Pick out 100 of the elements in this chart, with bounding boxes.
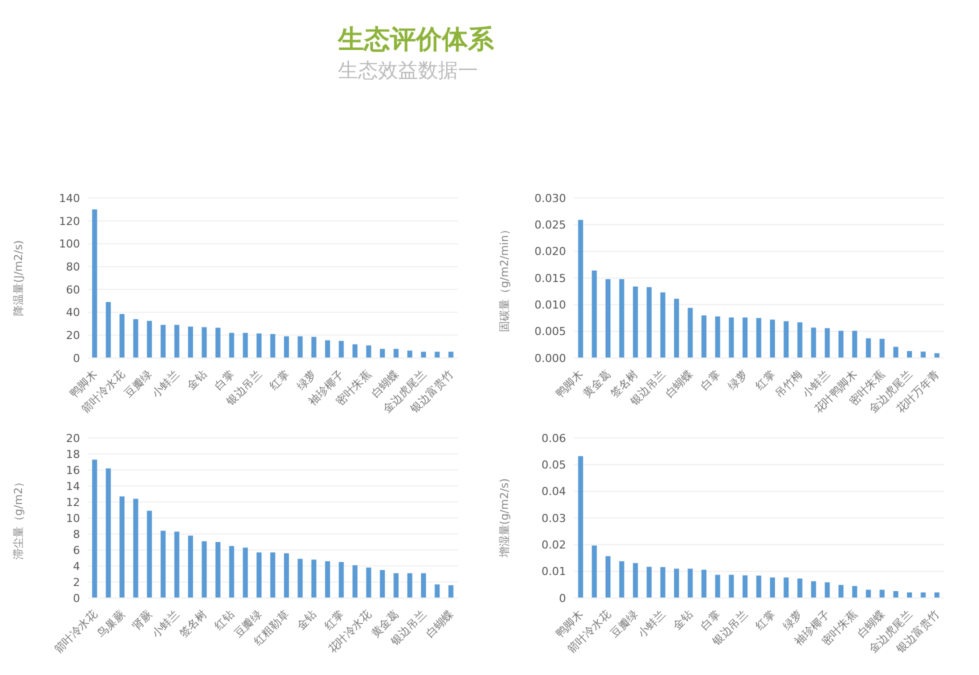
x-tick-label: 金钻 [294,608,320,633]
y-tick-label: 0.06 [542,432,566,445]
bar [852,586,858,598]
bar [811,581,816,598]
bar [352,344,358,358]
bar [448,352,454,358]
y-tick-label: 0.01 [542,565,566,578]
y-tick-label: 0.025 [534,218,566,232]
bar [146,510,152,598]
bar [242,332,248,358]
y-tick-label: 0.010 [534,298,566,312]
y-tick-label: 4 [73,560,80,573]
bar [770,577,775,598]
bar [606,556,611,598]
x-tick-label: 吊竹梅 [772,368,806,400]
y-tick-label: 0.03 [542,512,566,525]
bar [674,568,680,598]
bar [715,574,720,598]
x-tick-label: 红掌 [266,368,292,393]
bar [646,566,652,598]
bar [366,568,372,598]
bar [352,565,358,598]
y-tick-label: 8 [73,528,80,541]
bar [907,351,912,358]
bar [325,561,330,598]
bar [92,209,98,358]
y-tick-label: 0.000 [534,352,566,365]
bar [660,567,666,598]
bar [311,336,316,358]
y-tick-label: 12 [66,496,80,509]
bar [366,345,372,358]
bar [188,326,194,358]
bar [688,308,693,358]
bar [242,548,248,598]
bar [215,328,220,358]
bar [202,541,207,598]
y-tick-label: 10 [66,512,80,525]
bar [380,570,385,598]
bar [298,558,303,598]
bar [824,582,830,598]
x-tick-label: 红掌 [322,608,346,633]
y-tick-label: 0.020 [534,245,566,258]
bar [120,314,125,358]
y-tick-label: 20 [66,432,80,445]
y-tick-label: 0 [73,592,80,605]
bar [106,302,111,358]
bar [298,336,303,358]
bar [674,298,680,358]
bar [133,319,138,358]
bar [434,352,440,358]
bar [592,545,597,598]
bar [880,338,885,358]
bar [578,220,584,358]
bar [824,328,830,358]
bar [270,552,276,598]
chart-title: 生态评价体系 [338,24,494,57]
bar [338,340,344,358]
bar [797,578,802,598]
bar [394,348,399,358]
y-tick-label: 80 [66,260,80,274]
bar [256,552,262,598]
bar [715,316,720,358]
bar [619,279,624,358]
bar [784,577,789,598]
y-axis-title: 固碳量（g/m2/min） [498,224,511,332]
bar [394,573,399,598]
bar [797,322,802,358]
bar [756,318,762,358]
bar [92,460,98,598]
y-tick-label: 0.005 [534,325,566,338]
y-tick-label: 16 [66,464,80,477]
y-tick-label: 18 [66,448,80,461]
bar [106,468,111,598]
bar [338,562,344,598]
bar [632,563,638,598]
bar [578,456,584,598]
y-tick-label: 0 [559,592,566,605]
y-tick-label: 0.05 [542,458,566,472]
bar [120,496,125,598]
bar [188,536,194,598]
bar [632,286,638,358]
bar [160,530,166,598]
y-tick-label: 14 [66,480,80,493]
bar [701,315,706,358]
bar [728,317,734,358]
bar [701,570,706,598]
bar [407,350,412,358]
bar [660,292,666,358]
y-tick-label: 100 [59,238,80,251]
bar [742,575,748,598]
bar [866,590,871,598]
bar [448,585,454,598]
bar [133,498,138,598]
x-tick-label: 白掌 [698,368,723,393]
bar [811,328,816,358]
bar [421,573,426,598]
y-tick-label: 60 [66,283,80,296]
y-tick-label: 0.030 [534,192,566,205]
bar [202,327,207,358]
bar [421,352,426,358]
